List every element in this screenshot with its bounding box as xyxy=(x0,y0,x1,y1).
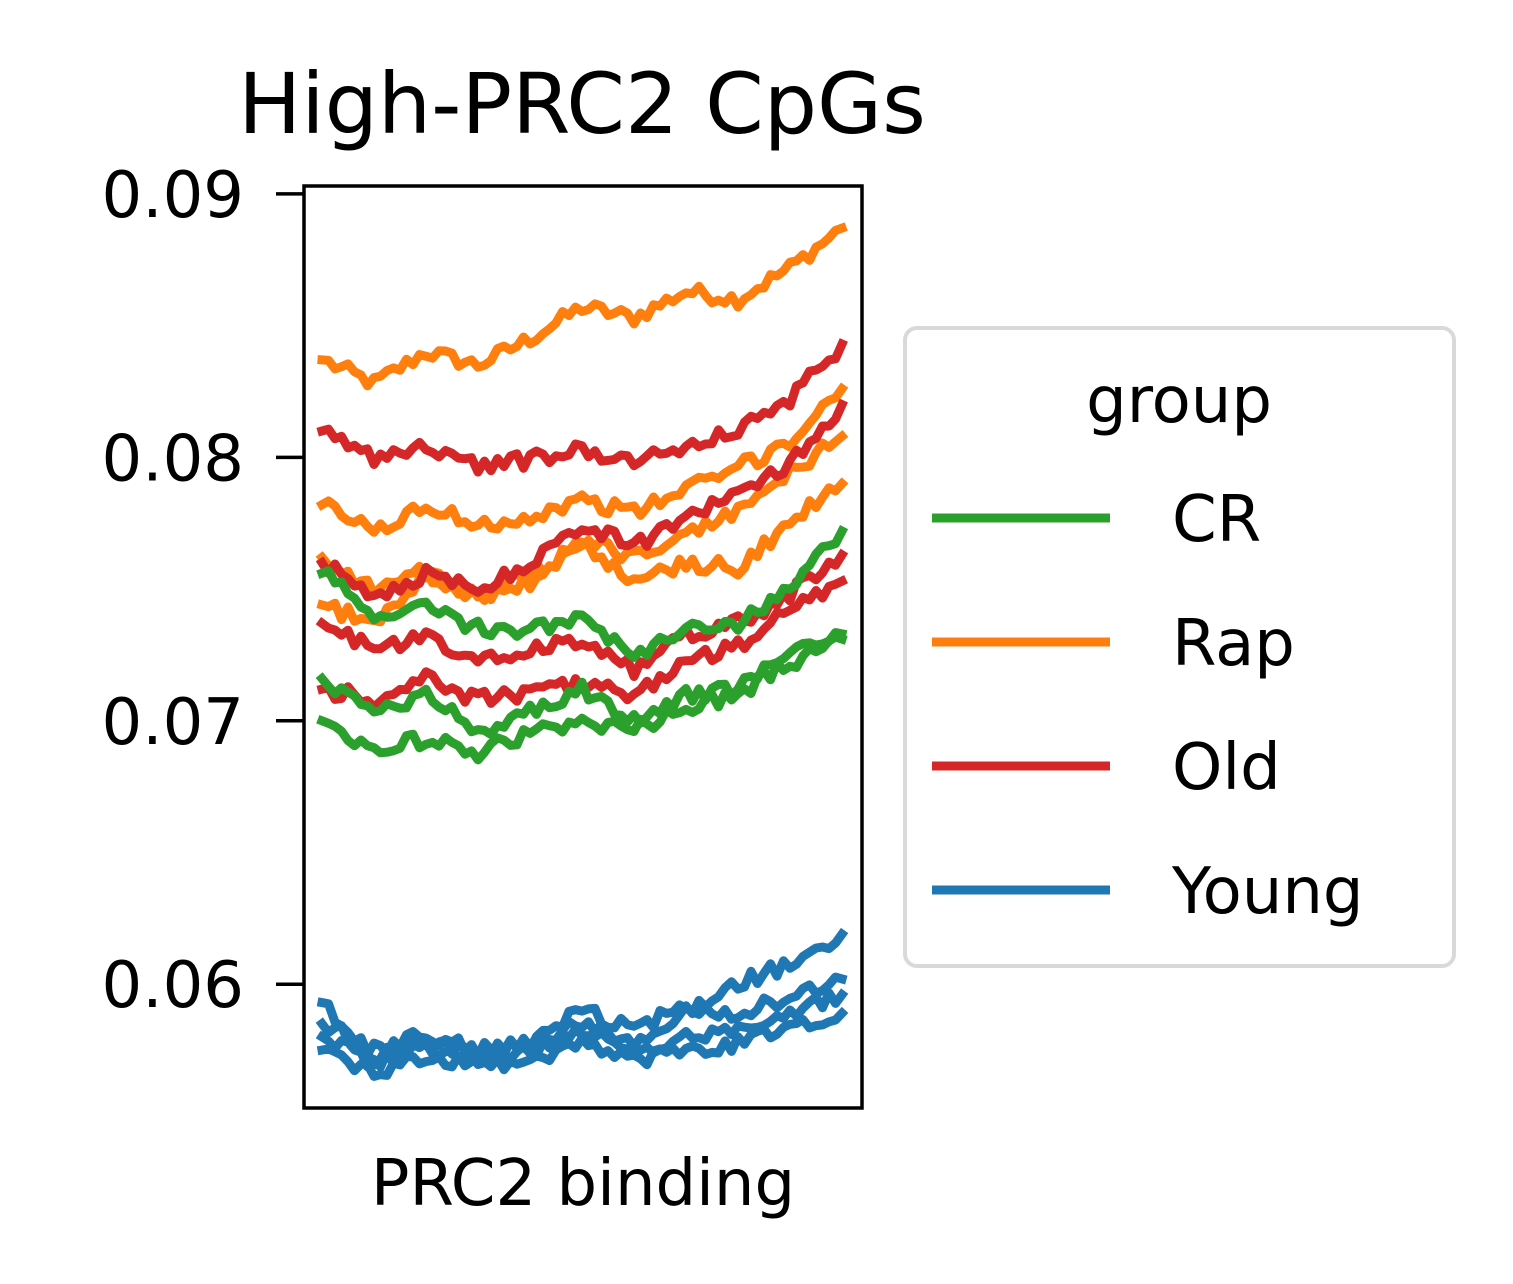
chart-title: High-PRC2 CpGs xyxy=(238,55,926,153)
legend-label-cr: CR xyxy=(1172,483,1261,557)
series-line-young xyxy=(316,927,849,1070)
legend-label-rap: Rap xyxy=(1172,607,1295,681)
y-tick-label: 0.08 xyxy=(102,422,245,496)
legend: group CR Rap Old Young xyxy=(903,326,1456,968)
y-tick-label: 0.07 xyxy=(102,686,245,760)
series-line-young xyxy=(316,1006,849,1081)
series-line-cr xyxy=(316,525,849,662)
series-line-rap xyxy=(316,477,849,627)
y-axis: 0.06 0.07 0.08 0.09 xyxy=(102,159,304,1023)
series-layer xyxy=(315,222,849,1081)
series-line-cr xyxy=(316,632,848,765)
series-line-young xyxy=(315,972,848,1061)
legend-entries: CR Rap Old Young xyxy=(932,483,1364,929)
series-line-old xyxy=(316,338,848,477)
legend-frame xyxy=(903,326,1456,968)
legend-title: group xyxy=(1086,364,1272,438)
series-line-rap xyxy=(315,382,849,537)
y-tick-label: 0.09 xyxy=(102,159,245,233)
series-line-old xyxy=(315,398,848,602)
y-tick-label: 0.06 xyxy=(102,949,245,1023)
plot-frame xyxy=(302,184,864,1110)
legend-label-old: Old xyxy=(1172,731,1281,805)
legend-label-young: Young xyxy=(1171,855,1364,929)
x-axis-label: PRC2 binding xyxy=(371,1147,795,1221)
series-line-rap xyxy=(317,222,848,391)
